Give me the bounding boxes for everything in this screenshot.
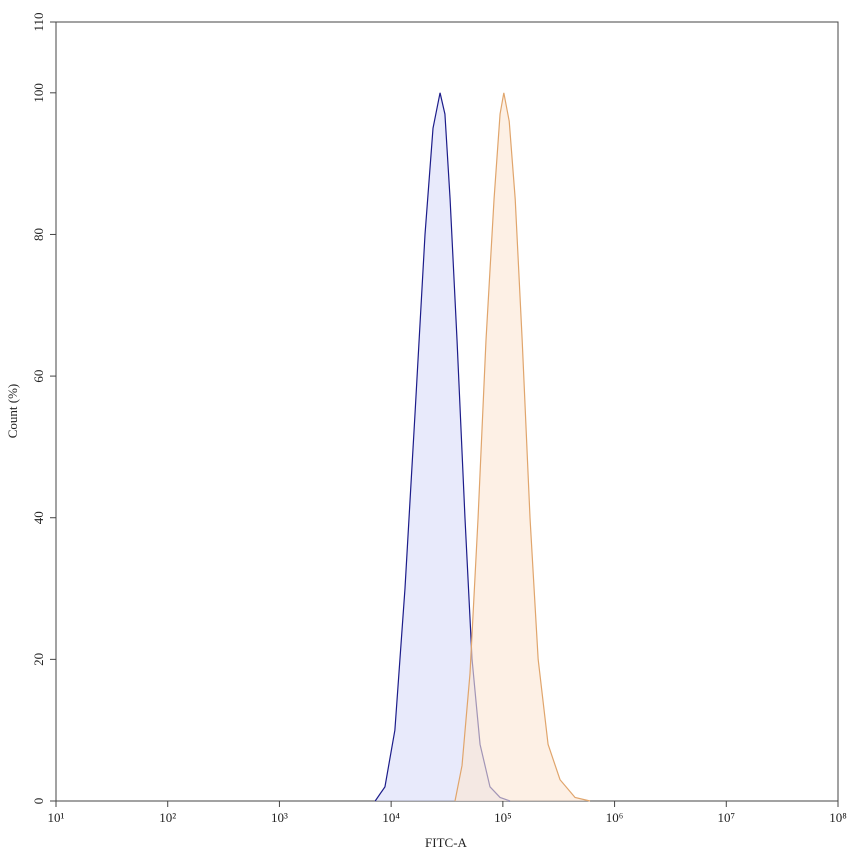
y-tick-label: 20 bbox=[31, 653, 46, 666]
y-tick-label: 80 bbox=[31, 228, 46, 241]
x-tick-label: 10⁴ bbox=[382, 810, 400, 825]
y-tick-label: 60 bbox=[31, 370, 46, 383]
x-tick-label: 10⁷ bbox=[718, 810, 736, 825]
x-tick-label: 10⁶ bbox=[606, 810, 624, 825]
y-tick-label: 100 bbox=[31, 83, 46, 103]
x-tick-label: 10⁵ bbox=[494, 810, 512, 825]
y-tick-label: 0 bbox=[31, 798, 46, 805]
y-tick-label: 40 bbox=[31, 511, 46, 524]
x-tick-label: 10¹ bbox=[48, 810, 65, 825]
x-tick-label: 10³ bbox=[271, 810, 288, 825]
area-fill bbox=[375, 92, 511, 801]
x-tick-label: 10⁸ bbox=[829, 810, 847, 825]
area-fill bbox=[455, 92, 591, 801]
x-tick-label: 10² bbox=[159, 810, 176, 825]
x-axis-label: FITC-A bbox=[425, 835, 468, 850]
area-line bbox=[454, 92, 591, 802]
y-axis-label: Count (%) bbox=[5, 384, 20, 439]
y-tick-label: 110 bbox=[31, 12, 46, 31]
